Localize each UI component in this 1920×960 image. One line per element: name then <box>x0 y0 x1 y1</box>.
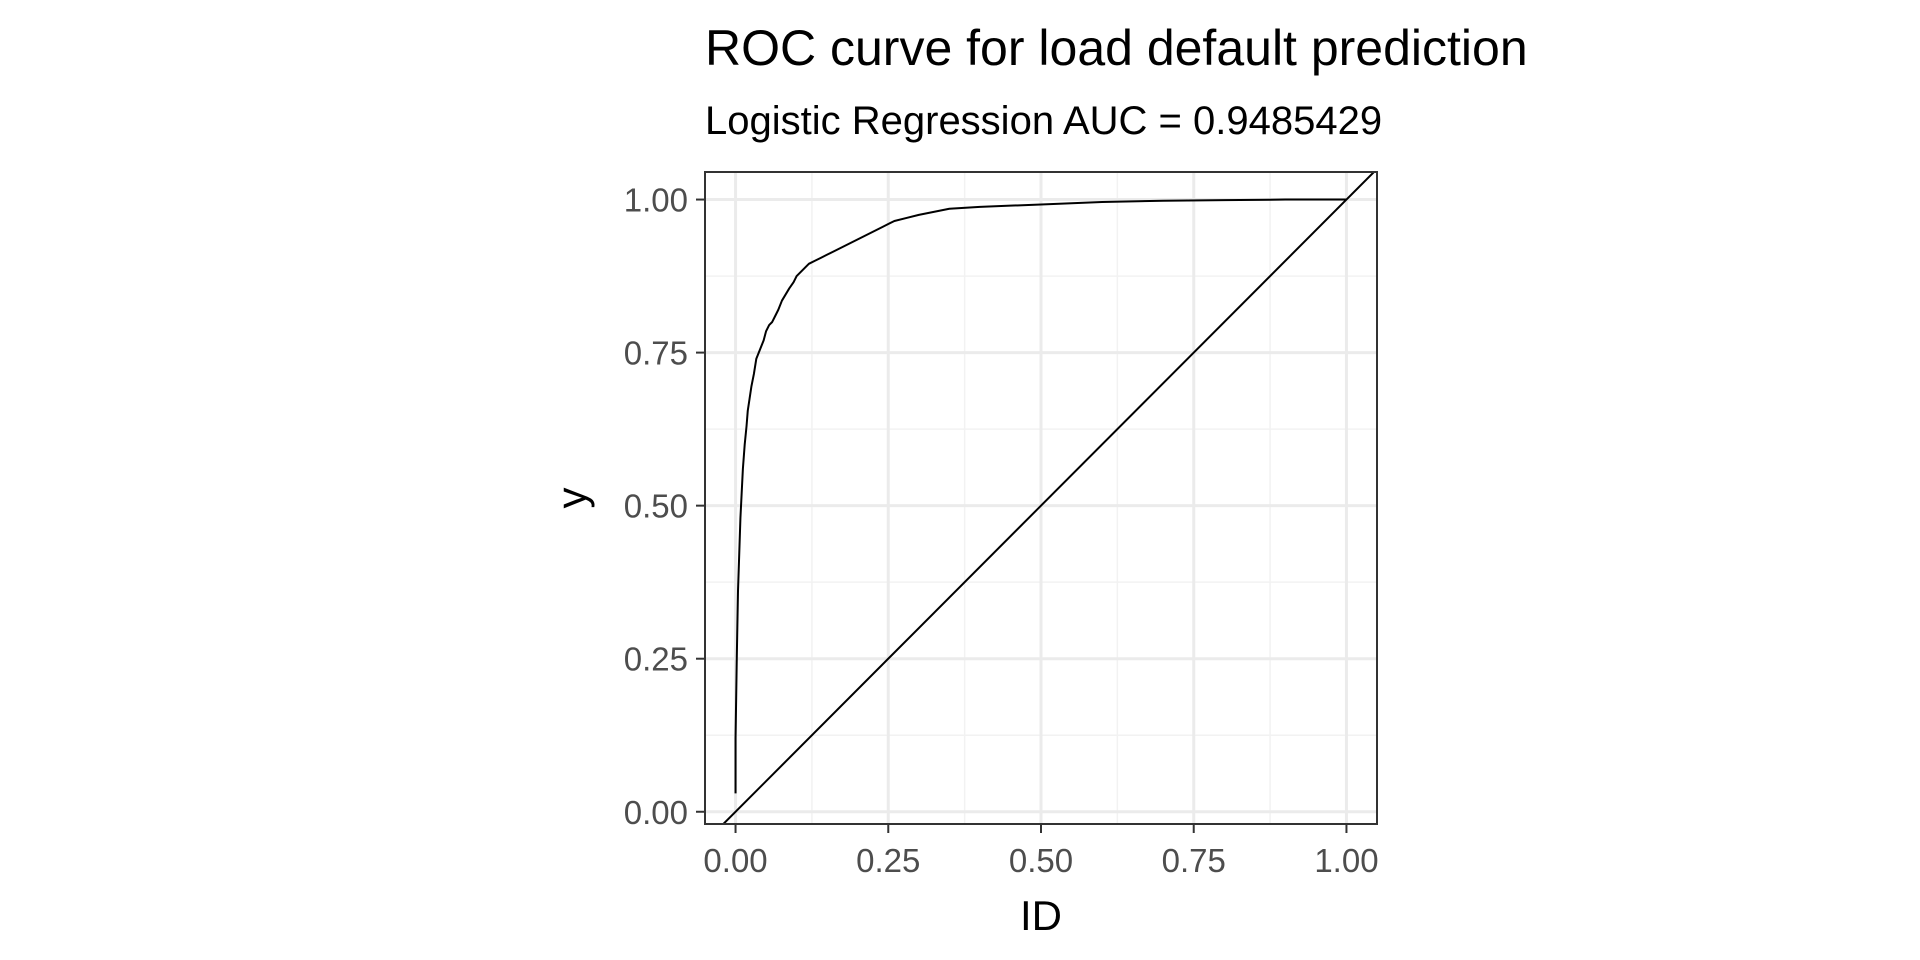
x-tick-label: 0.25 <box>856 842 920 879</box>
y-tick-label: 0.00 <box>624 794 688 831</box>
diagonal-reference-line <box>722 172 1376 824</box>
x-tick-label: 0.00 <box>703 842 767 879</box>
x-axis-title: ID <box>1020 892 1062 939</box>
y-tick-label: 0.25 <box>624 641 688 678</box>
x-tick-label: 0.75 <box>1162 842 1226 879</box>
chart-subtitle: Logistic Regression AUC = 0.9485429 <box>705 99 1382 143</box>
x-tick-label: 0.50 <box>1009 842 1073 879</box>
series-layer <box>722 172 1376 824</box>
y-axis-title: y <box>548 488 595 509</box>
y-tick-label: 1.00 <box>624 182 688 219</box>
x-tick-label: 1.00 <box>1314 842 1378 879</box>
y-tick-label: 0.50 <box>624 488 688 525</box>
y-tick-label: 0.75 <box>624 335 688 372</box>
chart-title: ROC curve for load default prediction <box>705 20 1528 76</box>
roc-curve-line <box>734 198 1347 794</box>
axis-layer: 0.00 0.25 0.50 0.75 1.00 0.00 0.25 0.50 0.75 1.00 <box>624 182 1379 879</box>
